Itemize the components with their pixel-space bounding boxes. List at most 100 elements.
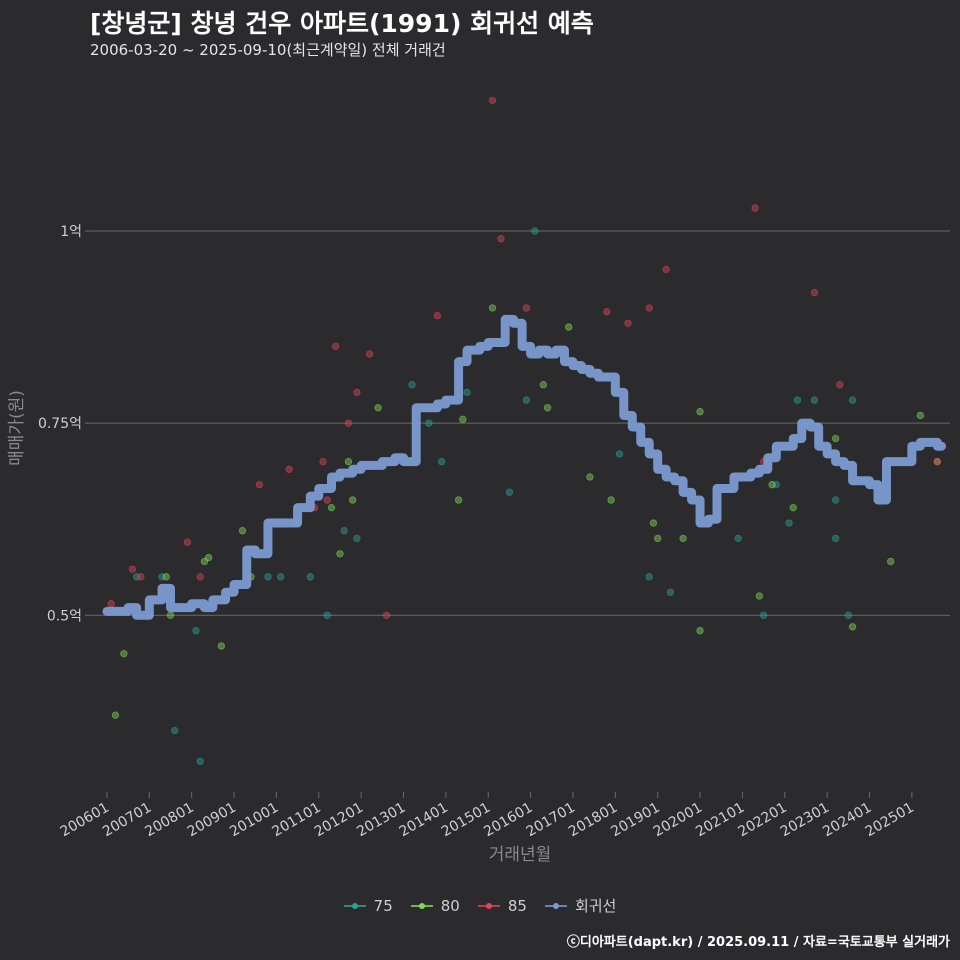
x-axis-title: 거래년월 <box>489 845 552 865</box>
point-75 <box>615 450 624 458</box>
chart-title: [창녕군] 창녕 건우 아파트(1991) 회귀선 예측 <box>90 9 594 38</box>
point-80 <box>679 534 687 543</box>
point-75 <box>408 381 416 389</box>
point-75 <box>831 496 840 504</box>
point-85 <box>255 480 264 489</box>
legend-key-80 <box>410 902 433 909</box>
point-85 <box>836 381 844 389</box>
legend-key-85 <box>477 902 500 909</box>
point-85 <box>382 611 391 619</box>
point-75 <box>522 396 531 404</box>
point-85 <box>662 265 670 274</box>
regression-layer <box>102 314 947 620</box>
point-80 <box>696 407 704 416</box>
point-80 <box>539 381 548 389</box>
point-80 <box>848 623 857 631</box>
legend-item-85: 85 <box>477 896 527 916</box>
point-85 <box>603 308 611 316</box>
point-80 <box>886 557 895 566</box>
legend-label-85: 85 <box>507 896 527 915</box>
point-75 <box>848 396 857 404</box>
legend-label-regression: 회귀선 <box>574 897 617 915</box>
point-80 <box>586 473 594 481</box>
point-80 <box>755 592 764 600</box>
point-80 <box>649 519 658 527</box>
point-75 <box>196 757 204 765</box>
point-75 <box>192 626 200 635</box>
point-85 <box>810 288 819 297</box>
legend-item-regression: 회귀선 <box>544 895 617 916</box>
point-80 <box>348 496 357 504</box>
point-75 <box>425 419 433 427</box>
y-tick-label: 1억 <box>60 224 82 240</box>
point-75 <box>666 588 675 596</box>
point-85 <box>353 388 361 397</box>
point-75 <box>340 527 348 535</box>
point-75 <box>531 227 539 235</box>
point-85 <box>107 600 115 608</box>
legend-item-80: 80 <box>410 896 460 916</box>
axis-layer: 0.5억0.75억1억20060120070120080120090120100… <box>38 224 917 840</box>
legend: 75 80 85 회귀선 <box>0 895 960 916</box>
y-tick-label: 0.5억 <box>47 608 82 624</box>
point-80 <box>120 649 128 658</box>
point-80 <box>459 415 467 424</box>
point-85 <box>128 565 137 573</box>
point-85 <box>751 204 759 212</box>
point-85 <box>522 304 531 312</box>
point-85 <box>285 465 293 473</box>
point-75 <box>306 573 314 581</box>
y-tick-label: 0.75억 <box>38 416 82 432</box>
legend-label-80: 80 <box>440 896 460 915</box>
point-75 <box>810 396 819 404</box>
point-85 <box>933 457 941 466</box>
point-75 <box>759 611 768 619</box>
point-75 <box>645 573 653 581</box>
point-80 <box>217 642 226 650</box>
point-80 <box>488 304 497 312</box>
point-75 <box>505 488 514 497</box>
point-80 <box>653 534 662 543</box>
regression-line <box>102 314 947 620</box>
point-85 <box>319 457 327 466</box>
x-tick-label: 202501 <box>863 800 917 841</box>
point-80 <box>768 480 776 489</box>
legend-key-regression <box>544 902 567 909</box>
point-85 <box>323 496 331 504</box>
point-80 <box>327 503 336 512</box>
point-75 <box>831 534 840 543</box>
y-axis-title: 매매가(원) <box>7 390 27 466</box>
point-80 <box>166 611 175 619</box>
legend-item-75: 75 <box>343 896 393 916</box>
point-80 <box>454 496 463 504</box>
legend-key-75 <box>343 902 366 909</box>
point-80 <box>238 527 247 535</box>
point-85 <box>196 573 204 581</box>
point-75 <box>844 611 853 619</box>
point-75 <box>463 388 471 397</box>
point-85 <box>497 235 505 243</box>
point-75 <box>437 457 446 466</box>
point-80 <box>374 404 382 412</box>
point-80 <box>831 434 840 443</box>
point-80 <box>111 711 120 719</box>
point-75 <box>171 726 179 735</box>
point-85 <box>332 342 340 351</box>
point-75 <box>264 573 272 581</box>
legend-label-75: 75 <box>373 896 393 915</box>
point-85 <box>488 96 497 105</box>
point-85 <box>624 319 632 327</box>
point-80 <box>162 573 170 581</box>
point-75 <box>793 396 802 404</box>
point-80 <box>543 404 552 412</box>
point-75 <box>323 611 331 619</box>
point-75 <box>785 519 793 527</box>
point-85 <box>645 304 653 312</box>
point-80 <box>204 553 213 562</box>
point-80 <box>789 503 797 512</box>
point-80 <box>607 496 615 504</box>
point-80 <box>336 550 344 558</box>
chart-subtitle: 2006-03-20 ~ 2025-09-10(최근계약일) 전체 거래건 <box>90 41 446 59</box>
point-75 <box>734 534 742 543</box>
